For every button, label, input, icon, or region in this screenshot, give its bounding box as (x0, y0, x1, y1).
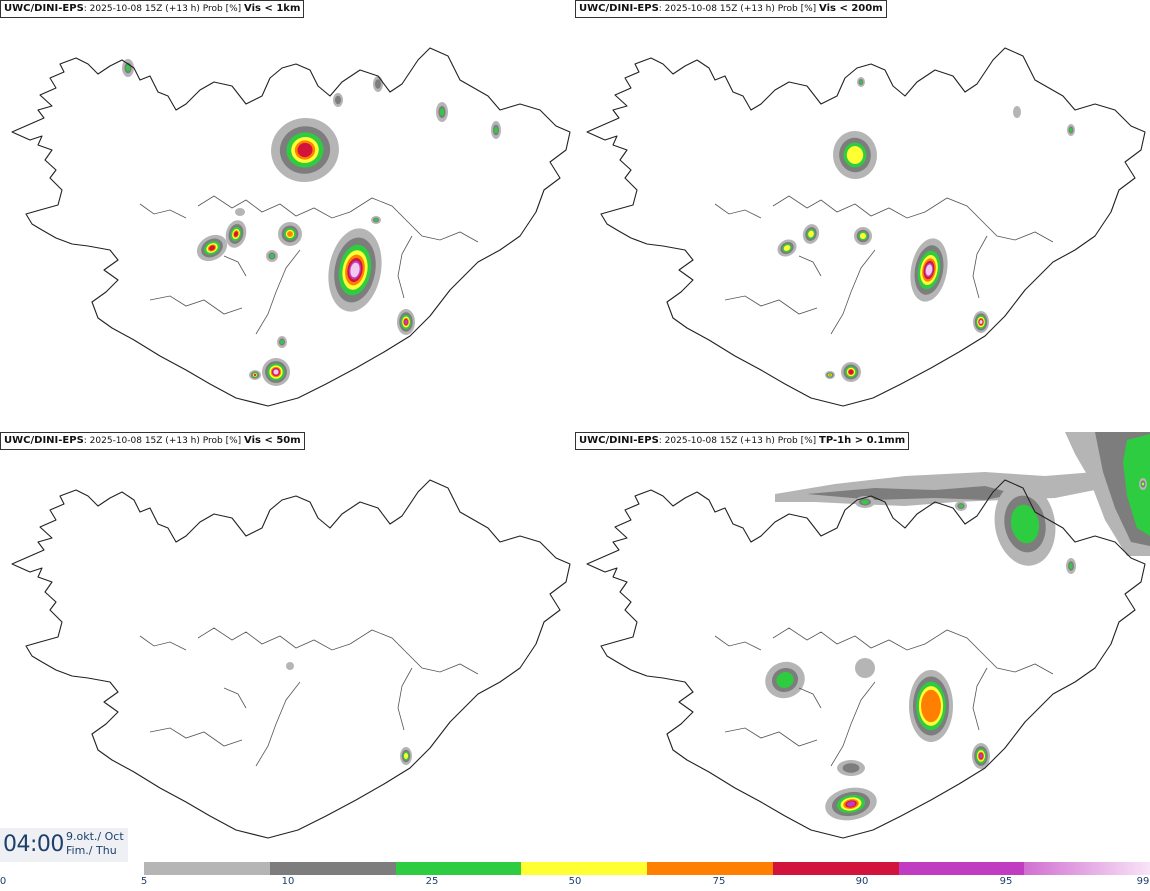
colorbar-tick-label: 25 (425, 876, 439, 887)
coastline (11, 47, 571, 407)
panel-title: UWC/DINI-EPS: 2025-10-08 15Z (+13 h) Pro… (0, 0, 305, 18)
fog-blob (832, 131, 878, 179)
fog-blob (286, 662, 294, 670)
map-panel-vis-1km: UWC/DINI-EPS: 2025-10-08 15Z (+13 h) Pro… (0, 0, 575, 432)
map-panel-vis-50m: UWC/DINI-EPS: 2025-10-08 15Z (+13 h) Pro… (0, 432, 575, 864)
panel-run-info: : 2025-10-08 15Z (+13 h) Prob [%] (658, 436, 817, 446)
land-area (12, 480, 570, 838)
precip-blob (1066, 558, 1076, 574)
precip-blob (855, 658, 875, 678)
fog-blob (235, 208, 245, 216)
colorbar-tick-label: 99 (1136, 876, 1150, 887)
colorbar-tick-label: 75 (712, 876, 726, 887)
panel-variable: Vis < 1km (244, 3, 301, 14)
precip-blob (765, 661, 805, 699)
fog-blob (910, 238, 948, 302)
colorbar-segment (772, 862, 899, 875)
valid-time-box: 04:00 9.okt./ Oct Fim./ Thu (0, 828, 128, 862)
fog-blob (397, 309, 415, 335)
fog-blob (825, 371, 835, 379)
fog-blob (436, 102, 448, 122)
map-canvas (11, 47, 571, 407)
coastline (11, 479, 571, 839)
fog-blob (857, 77, 865, 87)
fog-blob (400, 747, 412, 765)
map-canvas (11, 479, 571, 839)
fog-blob (1013, 106, 1021, 118)
region-boundaries (139, 195, 479, 335)
fog-blob (373, 76, 383, 92)
fog-blob (249, 370, 261, 380)
panel-variable: Vis < 50m (244, 435, 301, 446)
panel-variable: Vis < 200m (819, 3, 883, 14)
fog-blob (973, 311, 989, 333)
panel-variable: TP-1h > 0.1mm (819, 435, 906, 446)
colorbar-segment (395, 862, 522, 875)
colorbar-tick-label: 50 (568, 876, 582, 887)
fog-blob (854, 227, 872, 245)
colorbar-segment (647, 862, 773, 875)
colorbar-segment (144, 862, 270, 875)
colorbar-segment (898, 862, 1025, 875)
fog-blob (328, 228, 382, 312)
panel-run-info: : 2025-10-08 15Z (+13 h) Prob [%] (83, 4, 242, 14)
fog-blob (225, 220, 247, 248)
fog-blob (333, 93, 343, 107)
fog-blob (271, 117, 339, 183)
colorbar (144, 862, 1150, 875)
precip-blob (825, 787, 877, 821)
panel-model: UWC/DINI-EPS (4, 3, 84, 14)
panel-model: UWC/DINI-EPS (4, 435, 84, 446)
colorbar-segment (521, 862, 647, 875)
fog-blob (802, 224, 820, 244)
fog-blob (777, 239, 797, 257)
precip-blob (972, 743, 990, 769)
map-canvas (586, 47, 1146, 407)
panel-title: UWC/DINI-EPS: 2025-10-08 15Z (+13 h) Pro… (575, 0, 887, 18)
fog-blob (262, 358, 290, 386)
valid-day-line: Fim./ Thu (66, 844, 117, 857)
land-area (587, 48, 1145, 406)
panel-run-info: : 2025-10-08 15Z (+13 h) Prob [%] (658, 4, 817, 14)
panel-title: UWC/DINI-EPS: 2025-10-08 15Z (+13 h) Pro… (0, 432, 305, 450)
map-panel-vis-200m: UWC/DINI-EPS: 2025-10-08 15Z (+13 h) Pro… (575, 0, 1150, 432)
precip-blob (1139, 478, 1147, 490)
region-boundaries (714, 627, 1054, 767)
colorbar-tick-label: 95 (999, 876, 1013, 887)
precip-blob (909, 670, 953, 742)
colorbar-tick-label: 10 (281, 876, 295, 887)
fog-blob (491, 121, 501, 139)
fog-blob (1067, 124, 1075, 136)
panel-model: UWC/DINI-EPS (579, 435, 659, 446)
colorbar-segment (269, 862, 396, 875)
colorbar-tick-label: 5 (140, 876, 148, 887)
region-boundaries (714, 195, 1054, 335)
precip-band (807, 486, 1015, 500)
panel-model: UWC/DINI-EPS (579, 3, 659, 14)
colorbar-tick-label: 90 (855, 876, 869, 887)
valid-date: 9.okt./ Oct Fim./ Thu (66, 830, 124, 858)
fog-blob (371, 216, 381, 224)
precip-blob (955, 501, 967, 511)
fog-blob (196, 234, 228, 262)
coastline (586, 47, 1146, 407)
precip-blob (994, 482, 1056, 566)
fog-blob (278, 222, 302, 246)
panel-title: UWC/DINI-EPS: 2025-10-08 15Z (+13 h) Pro… (575, 432, 910, 450)
fog-blob (266, 250, 278, 262)
fog-blob (277, 336, 287, 348)
precip-blob (837, 760, 865, 776)
panel-run-info: : 2025-10-08 15Z (+13 h) Prob [%] (83, 436, 242, 446)
precip-band (1123, 434, 1150, 536)
map-panel-precip: UWC/DINI-EPS: 2025-10-08 15Z (+13 h) Pro… (575, 432, 1150, 864)
coastline (586, 479, 1146, 839)
fog-blob (841, 362, 861, 382)
map-canvas (586, 432, 1150, 839)
region-boundaries (139, 627, 479, 767)
precip-band (775, 472, 1105, 506)
colorbar-tick-label: 0 (0, 876, 7, 887)
colorbar-segment (1024, 862, 1150, 875)
valid-date-line: 9.okt./ Oct (66, 830, 124, 843)
valid-hour: 04:00 (3, 832, 64, 857)
